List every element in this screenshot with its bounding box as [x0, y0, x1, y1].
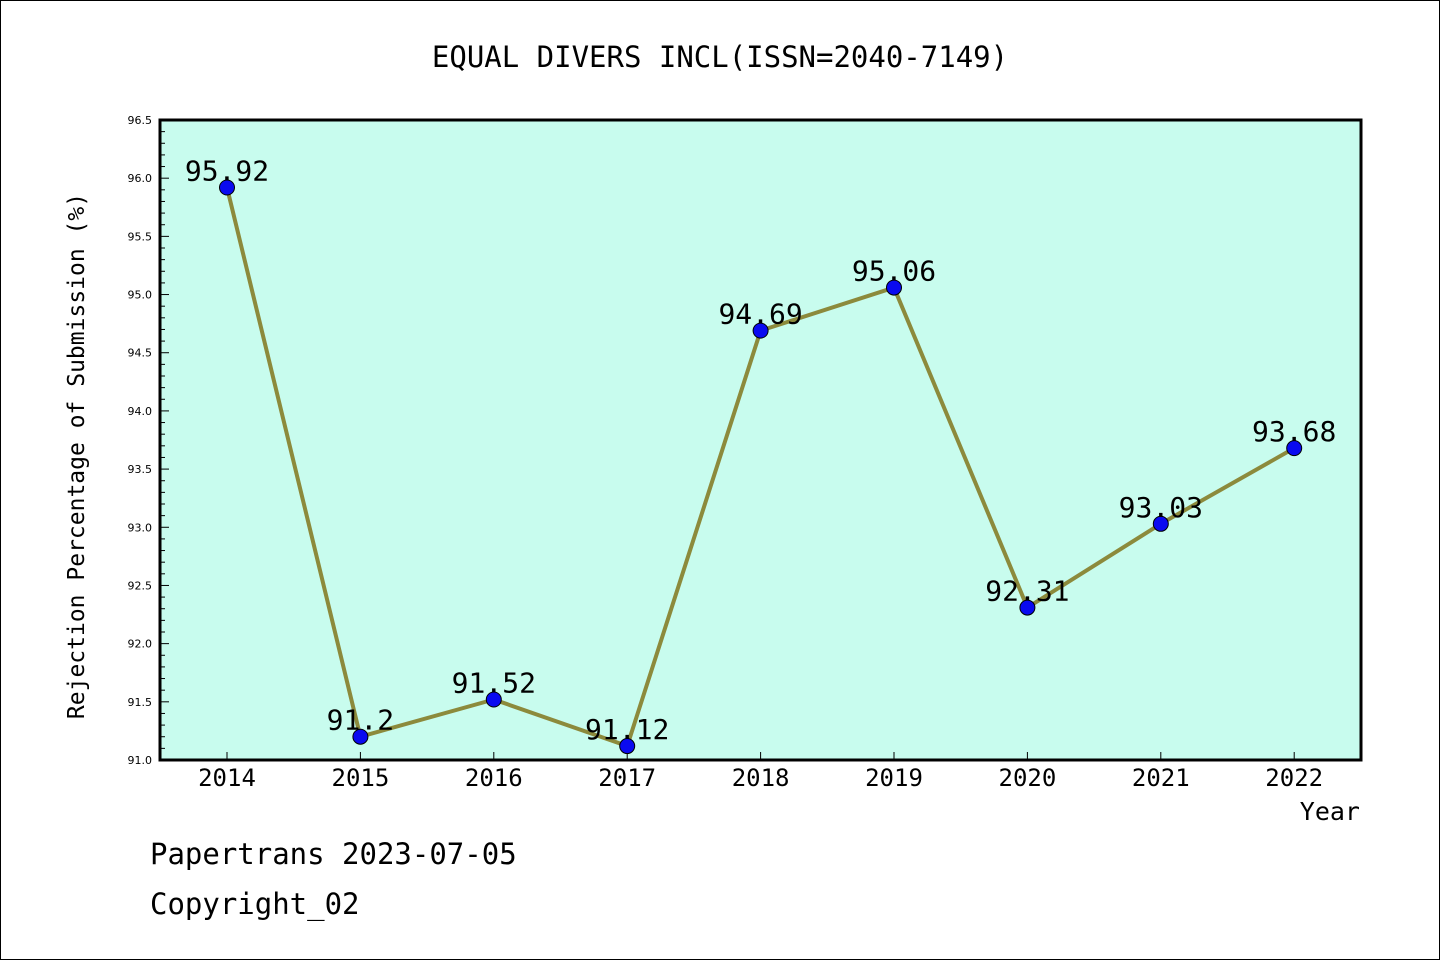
x-tick-label: 2016 — [465, 764, 523, 792]
x-tick-label: 2020 — [999, 764, 1057, 792]
y-tick-label: 93.5 — [128, 463, 153, 476]
x-tick-label: 2022 — [1265, 764, 1323, 792]
x-tick-label: 2021 — [1132, 764, 1190, 792]
y-tick-label: 92.0 — [128, 638, 153, 651]
x-tick-label: 2014 — [198, 764, 256, 792]
data-point-marker — [752, 322, 769, 339]
plot-area — [160, 120, 1361, 760]
data-point-marker — [1152, 515, 1169, 532]
y-tick-label: 94.0 — [128, 405, 153, 418]
x-tick-label: 2019 — [865, 764, 923, 792]
x-tick-label: 2018 — [732, 764, 790, 792]
data-label: 92.31 — [985, 575, 1069, 608]
series-layer: 95.92 91.2 91.52 91.12 94.69 95.06 92.31 93.03 9… — [185, 154, 1336, 755]
data-label: 95.06 — [852, 255, 936, 288]
plot-border — [158, 118, 1363, 762]
y-tick-label: 93.0 — [128, 521, 153, 534]
y-tick-label: 96.5 — [128, 114, 153, 127]
data-point-marker — [619, 738, 636, 755]
data-label: 91.12 — [585, 713, 669, 746]
data-point-marker — [352, 728, 369, 745]
chart-title: EQUAL DIVERS INCL(ISSN=2040-7149) — [432, 40, 1008, 74]
y-tick-label: 95.5 — [128, 230, 153, 243]
x-tick-label: 2015 — [332, 764, 390, 792]
data-point-marker — [219, 179, 235, 196]
footer-date-text: Papertrans 2023-07-05 — [150, 837, 517, 871]
y-tick-label: 91.5 — [128, 696, 153, 709]
y-tick-label: 94.5 — [128, 347, 153, 360]
y-tick-label: 96.0 — [128, 172, 153, 185]
data-point-marker — [485, 691, 502, 708]
data-point-marker — [886, 279, 902, 296]
data-point-marker — [1019, 599, 1036, 616]
footer-copyright-text: Copyright_02 — [150, 887, 360, 921]
data-label: 91.2 — [327, 704, 394, 737]
data-point-marker — [1286, 440, 1303, 457]
y-axis-label: Rejection Percentage of Submission (%) — [64, 193, 90, 719]
data-label: 95.92 — [185, 154, 269, 187]
data-label: 94.69 — [718, 298, 802, 331]
x-tick-label: 2017 — [598, 764, 656, 792]
y-tick-label: 91.0 — [128, 754, 153, 767]
x-axis-ticks: 2014 2015 2016 2017 2018 2019 2020 2021 2022 — [198, 752, 1323, 792]
x-axis-label: Year — [1300, 797, 1360, 826]
data-label: 91.52 — [452, 666, 536, 699]
y-tick-label: 95.0 — [128, 289, 153, 302]
data-label: 93.68 — [1252, 415, 1336, 448]
y-tick-label: 92.5 — [128, 579, 153, 592]
data-label: 93.03 — [1119, 491, 1203, 524]
